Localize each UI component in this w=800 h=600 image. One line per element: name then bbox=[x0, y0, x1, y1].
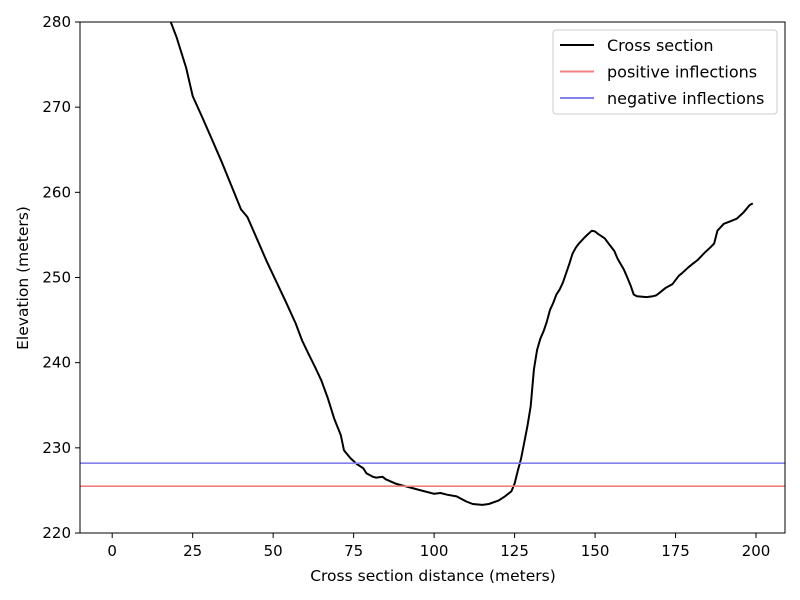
series-group bbox=[80, 22, 785, 506]
x-tick-label: 100 bbox=[420, 542, 449, 560]
y-tick-label: 230 bbox=[42, 439, 71, 457]
legend-label: Cross section bbox=[607, 36, 714, 55]
x-tick-label: 200 bbox=[742, 542, 771, 560]
x-tick-label: 0 bbox=[107, 542, 117, 560]
x-tick-label: 75 bbox=[344, 542, 363, 560]
y-tick-label: 220 bbox=[42, 524, 71, 542]
x-tick-label: 175 bbox=[661, 542, 690, 560]
y-tick-label: 270 bbox=[42, 98, 71, 116]
legend-label: positive inflections bbox=[607, 63, 757, 82]
y-tick-label: 260 bbox=[42, 183, 71, 201]
legend: Cross section positive inflections negativ… bbox=[552, 29, 778, 115]
y-tick-label: 250 bbox=[42, 269, 71, 287]
plot-area bbox=[80, 22, 785, 506]
y-tick-label: 240 bbox=[42, 354, 71, 372]
y-axis-label: Elevation (meters) bbox=[14, 206, 32, 350]
y-tick-label: 280 bbox=[42, 13, 71, 31]
legend-box bbox=[552, 29, 778, 115]
x-tick-label: 125 bbox=[500, 542, 529, 560]
x-tick-label: 25 bbox=[183, 542, 202, 560]
legend-label: negative inflections bbox=[607, 89, 764, 108]
series-Cross-section-line bbox=[169, 22, 754, 506]
x-tick-label: 50 bbox=[264, 542, 283, 560]
axes: 0 25 50 75 100 125 150 175 200 220 230 240 250 260 270… bbox=[42, 13, 786, 560]
x-tick-label: 150 bbox=[581, 542, 610, 560]
x-axis-label: Cross section distance (meters) bbox=[310, 567, 556, 585]
